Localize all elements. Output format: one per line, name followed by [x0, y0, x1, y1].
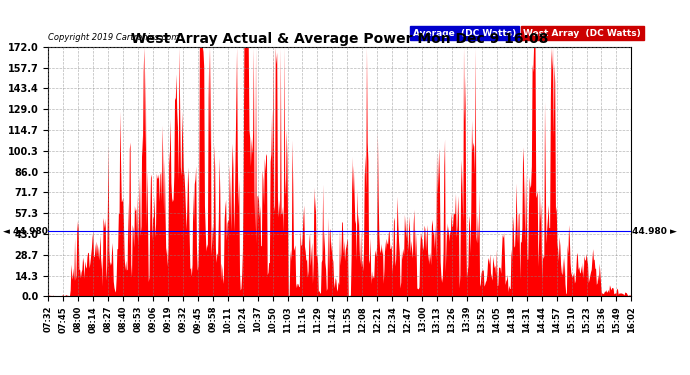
Text: 44.980 ►: 44.980 ►: [632, 226, 677, 236]
Text: West Array  (DC Watts): West Array (DC Watts): [524, 28, 641, 38]
Title: West Array Actual & Average Power Mon Dec 9 16:08: West Array Actual & Average Power Mon De…: [131, 32, 549, 46]
Text: ◄ 44.980: ◄ 44.980: [3, 226, 48, 236]
Text: Average  (DC Watts): Average (DC Watts): [413, 28, 516, 38]
Text: Copyright 2019 Cartronics.com: Copyright 2019 Cartronics.com: [48, 33, 179, 42]
